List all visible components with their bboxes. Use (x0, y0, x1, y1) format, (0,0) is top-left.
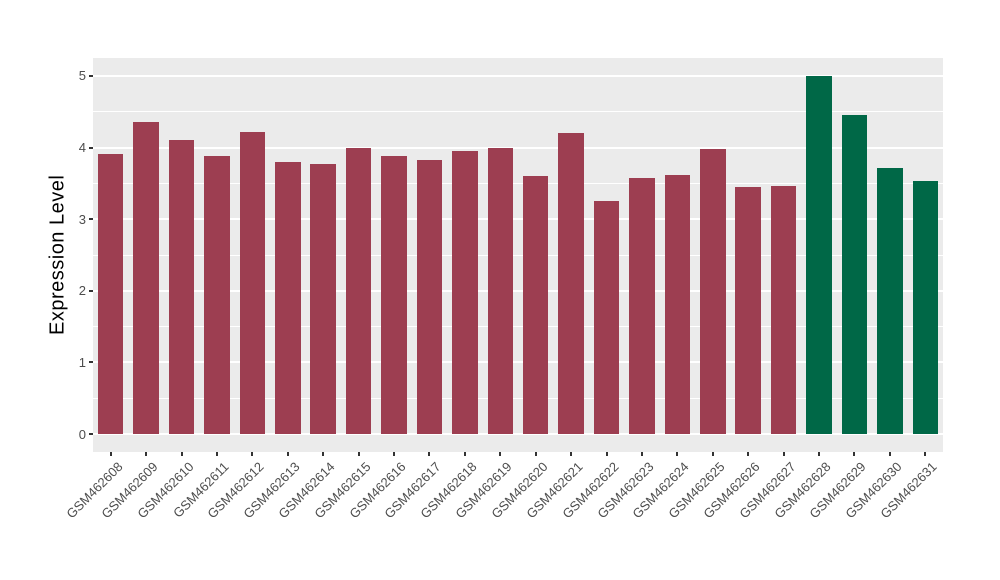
x-tick-mark (888, 452, 891, 456)
bar-GSM462626 (735, 186, 761, 435)
bar-GSM462623 (629, 178, 655, 435)
major-gridline (93, 361, 943, 364)
bar-GSM462621 (558, 133, 584, 435)
bar-GSM462616 (381, 156, 407, 435)
x-tick-mark (109, 452, 112, 456)
bar-GSM462625 (700, 148, 726, 435)
bar-GSM462608 (97, 153, 124, 435)
y-tick-mark (89, 361, 93, 364)
major-gridline (93, 74, 943, 77)
bar-GSM462612 (239, 131, 266, 435)
y-tick-mark (89, 218, 93, 221)
y-tick-label: 3 (78, 211, 86, 227)
x-tick-mark (322, 452, 325, 456)
bar-GSM462624 (664, 174, 691, 435)
y-tick-mark (89, 289, 93, 292)
x-tick-mark (286, 452, 289, 456)
major-gridline (93, 433, 943, 436)
bar-GSM462622 (593, 201, 620, 435)
bar-GSM462614 (310, 164, 336, 435)
minor-gridline (93, 326, 943, 328)
x-tick-mark (605, 452, 608, 456)
major-gridline (93, 289, 943, 292)
x-tick-mark (782, 452, 785, 456)
bar-GSM462619 (487, 147, 514, 435)
x-tick-mark (463, 452, 466, 456)
bar-GSM462613 (275, 161, 301, 435)
minor-gridline (93, 111, 943, 113)
bar-GSM462609 (133, 121, 159, 435)
x-tick-mark (711, 452, 714, 456)
bar-GSM462611 (204, 156, 230, 435)
y-axis-title: Expression Level (46, 174, 69, 336)
x-tick-mark (747, 452, 750, 456)
bar-GSM462617 (416, 160, 443, 435)
x-tick-mark (818, 452, 821, 456)
y-tick-mark (89, 433, 93, 436)
x-tick-mark (357, 452, 360, 456)
major-gridline (93, 146, 943, 149)
y-tick-label: 5 (78, 68, 86, 84)
minor-gridline (93, 182, 943, 184)
x-tick-mark (676, 452, 679, 456)
x-tick-mark (428, 452, 431, 456)
y-tick-label: 4 (78, 140, 86, 156)
bar-GSM462615 (345, 148, 372, 435)
bar-GSM462627 (770, 185, 797, 435)
x-tick-mark (251, 452, 254, 456)
x-tick-mark (145, 452, 148, 456)
x-tick-mark (853, 452, 856, 456)
x-tick-mark (180, 452, 183, 456)
x-tick-mark (215, 452, 218, 456)
minor-gridline (93, 39, 943, 41)
bar-GSM462631 (912, 181, 939, 435)
plot-panel (93, 39, 943, 452)
y-tick-label: 1 (78, 354, 86, 370)
x-tick-mark (924, 452, 927, 456)
x-tick-mark (393, 452, 396, 456)
major-gridline (93, 218, 943, 221)
x-tick-mark (640, 452, 643, 456)
bar-GSM462620 (522, 176, 549, 435)
x-tick-mark (534, 452, 537, 456)
x-tick-mark (570, 452, 573, 456)
x-tick-mark (499, 452, 502, 456)
minor-gridline (93, 254, 943, 256)
bar-GSM462628 (806, 75, 832, 435)
y-tick-label: 2 (78, 283, 86, 299)
bar-GSM462629 (841, 114, 868, 435)
y-tick-label: 0 (78, 426, 86, 442)
bar-GSM462610 (168, 139, 195, 435)
y-tick-mark (89, 74, 93, 77)
bar-GSM462618 (452, 151, 478, 435)
minor-gridline (93, 397, 943, 399)
bar-GSM462630 (877, 168, 903, 435)
y-tick-mark (89, 146, 93, 149)
